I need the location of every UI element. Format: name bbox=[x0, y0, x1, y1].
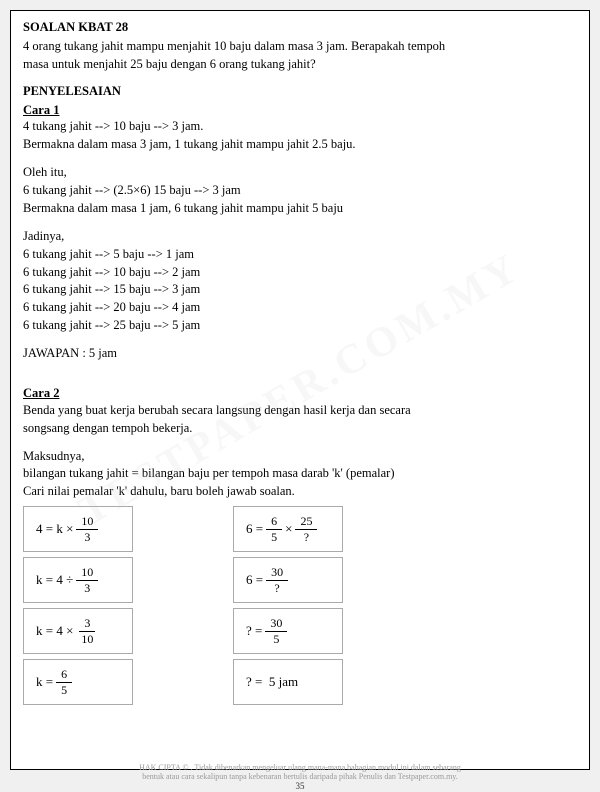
question-line-2: masa untuk menjahit 25 baju dengan 6 ora… bbox=[23, 56, 577, 73]
equation: 6 = 30? bbox=[246, 565, 291, 595]
page-footer: HAK CIPTA © . Tidak dibenarkan mengeluar… bbox=[0, 763, 600, 791]
equation-box: 6 = 30? bbox=[233, 557, 343, 603]
footer-line: bentuk atau cara sekalipun tanpa kebenar… bbox=[0, 772, 600, 781]
c1-line: 6 tukang jahit --> 15 baju --> 3 jam bbox=[23, 281, 577, 298]
c1-line: 6 tukang jahit --> 10 baju --> 2 jam bbox=[23, 264, 577, 281]
c2-line: Maksudnya, bbox=[23, 448, 577, 465]
question-line-1: 4 orang tukang jahit mampu menjahit 10 b… bbox=[23, 38, 577, 55]
equation: k = 4 × 310 bbox=[36, 616, 101, 646]
document-page: TESTPAPER.COM.MY SOALAN KBAT 28 4 orang … bbox=[10, 10, 590, 770]
c1-line: 6 tukang jahit --> 5 baju --> 1 jam bbox=[23, 246, 577, 263]
equation: ? = 305 bbox=[246, 616, 290, 646]
c1-line: Bermakna dalam masa 3 jam, 1 tukang jahi… bbox=[23, 136, 577, 153]
page-number: 35 bbox=[0, 781, 600, 791]
equation-box: k = 65 bbox=[23, 659, 133, 705]
c1-line: 6 tukang jahit --> 20 baju --> 4 jam bbox=[23, 299, 577, 316]
c2-line: bilangan tukang jahit = bilangan baju pe… bbox=[23, 465, 577, 482]
method-1-heading: Cara 1 bbox=[23, 102, 577, 119]
c1-line: Jadinya, bbox=[23, 228, 577, 245]
c1-line: 4 tukang jahit --> 10 baju --> 3 jam. bbox=[23, 118, 577, 135]
equation: k = 4 ÷ 103 bbox=[36, 565, 101, 595]
equation-box: ? = 305 bbox=[233, 608, 343, 654]
equation-box: ? = 5 jam bbox=[233, 659, 343, 705]
equation: 6 = 65 × 25? bbox=[246, 514, 320, 544]
equation: 4 = k × 103 bbox=[36, 514, 101, 544]
question-title: SOALAN KBAT 28 bbox=[23, 19, 577, 36]
method-2-heading: Cara 2 bbox=[23, 385, 577, 402]
equation-box: k = 4 × 310 bbox=[23, 608, 133, 654]
c2-line: songsang dengan tempoh bekerja. bbox=[23, 420, 577, 437]
equations-right-column: 6 = 65 × 25? 6 = 30? ? = 305 bbox=[233, 506, 343, 705]
equation-box: 6 = 65 × 25? bbox=[233, 506, 343, 552]
c1-line: 6 tukang jahit --> (2.5×6) 15 baju --> 3… bbox=[23, 182, 577, 199]
c2-line: Benda yang buat kerja berubah secara lan… bbox=[23, 402, 577, 419]
c2-line: Cari nilai pemalar 'k' dahulu, baru bole… bbox=[23, 483, 577, 500]
c1-line: Oleh itu, bbox=[23, 164, 577, 181]
equation-box: 4 = k × 103 bbox=[23, 506, 133, 552]
equations-left-column: 4 = k × 103 k = 4 ÷ 103 k = 4 × 310 k = bbox=[23, 506, 133, 705]
c1-line: 6 tukang jahit --> 25 baju --> 5 jam bbox=[23, 317, 577, 334]
equation-box: k = 4 ÷ 103 bbox=[23, 557, 133, 603]
footer-line: HAK CIPTA © . Tidak dibenarkan mengeluar… bbox=[0, 763, 600, 772]
equation: k = 65 bbox=[36, 667, 75, 697]
c1-line: Bermakna dalam masa 1 jam, 6 tukang jahi… bbox=[23, 200, 577, 217]
equation: ? = 5 jam bbox=[246, 673, 298, 691]
answer-line: JAWAPAN : 5 jam bbox=[23, 345, 577, 362]
solution-heading: PENYELESAIAN bbox=[23, 83, 577, 100]
equations-container: 4 = k × 103 k = 4 ÷ 103 k = 4 × 310 k = bbox=[23, 506, 577, 705]
